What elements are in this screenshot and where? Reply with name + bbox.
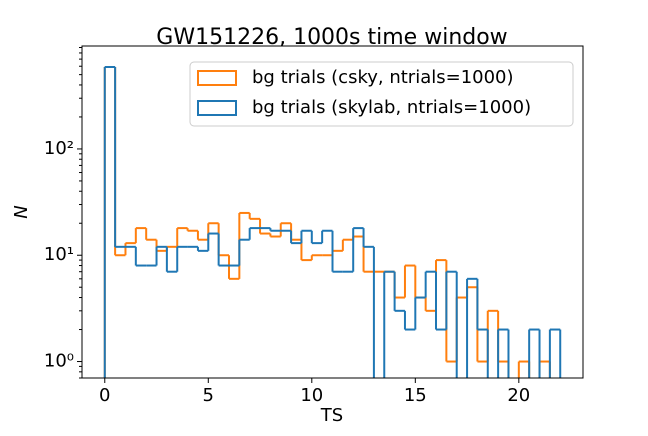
legend-box xyxy=(189,61,574,127)
plot-area xyxy=(103,66,562,378)
y-axis-label: N xyxy=(11,205,32,218)
x-axis-label: TS xyxy=(320,405,343,426)
legend-label: bg trials (skylab, ntrials=1000) xyxy=(252,97,531,118)
legend-swatch xyxy=(197,70,237,86)
y-tick-label: 10² xyxy=(44,138,74,159)
legend-label: bg trials (csky, ntrials=1000) xyxy=(252,67,514,88)
y-tick-label: 10⁰ xyxy=(44,351,74,372)
x-tick-label: 10 xyxy=(300,385,323,406)
y-tick-label: 10¹ xyxy=(44,244,74,265)
x-tick-label: 20 xyxy=(507,385,530,406)
x-tick-label: 0 xyxy=(99,385,110,406)
x-tick-label: 5 xyxy=(203,385,214,406)
x-tick-label: 15 xyxy=(404,385,427,406)
legend-swatch xyxy=(197,100,237,116)
axes-frame xyxy=(81,45,584,379)
